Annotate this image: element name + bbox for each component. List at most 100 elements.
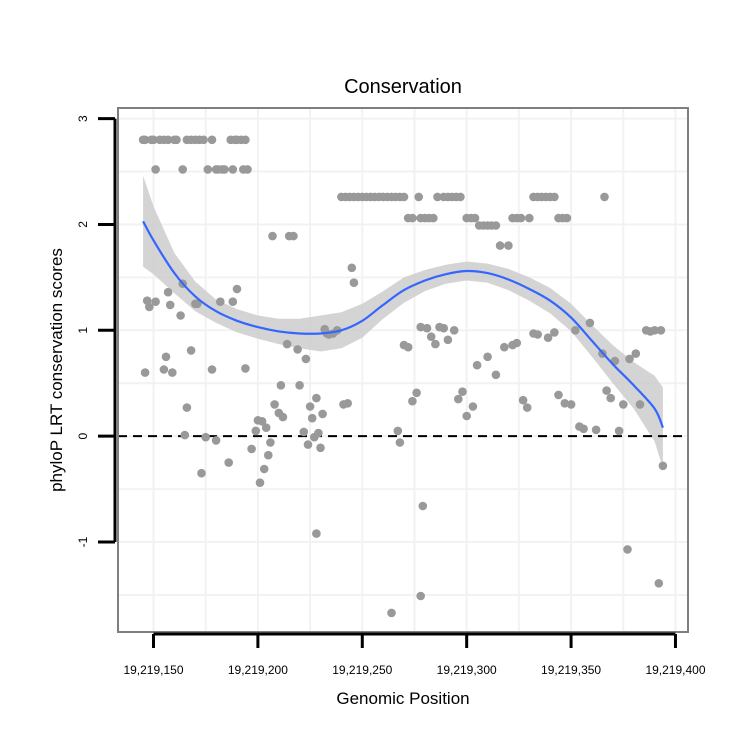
data-point <box>412 388 421 398</box>
data-point <box>261 423 271 433</box>
data-point <box>168 368 177 377</box>
data-point <box>658 461 668 471</box>
data-points <box>138 135 668 618</box>
data-point <box>316 443 325 453</box>
data-point <box>393 426 403 436</box>
data-point <box>470 213 480 223</box>
data-point <box>247 444 256 454</box>
data-point <box>276 381 286 390</box>
data-point <box>625 354 634 364</box>
y-tick-label: 2 <box>76 221 90 228</box>
data-point <box>228 165 238 174</box>
data-point <box>571 326 580 335</box>
data-point <box>495 241 505 250</box>
x-tick-label: 19,219,200 <box>228 663 288 677</box>
data-point <box>522 403 532 412</box>
data-point <box>422 323 432 333</box>
data-point <box>600 192 609 202</box>
data-point <box>216 297 225 307</box>
x-tick-label: 19,219,400 <box>645 663 705 677</box>
data-point <box>387 608 396 618</box>
data-point <box>140 368 150 377</box>
x-tick-label: 19,219,250 <box>332 663 392 677</box>
data-point <box>228 297 238 307</box>
data-point <box>305 402 315 411</box>
data-point <box>654 579 664 588</box>
data-point <box>163 135 173 145</box>
data-point <box>602 386 611 395</box>
data-point <box>224 458 233 467</box>
data-point <box>264 450 273 460</box>
data-point <box>414 192 424 202</box>
data-point <box>149 135 158 145</box>
data-point <box>255 478 265 488</box>
data-point <box>295 381 304 390</box>
data-point <box>161 352 171 362</box>
data-point <box>650 326 659 335</box>
data-point <box>550 328 559 337</box>
data-point <box>525 213 534 223</box>
data-point <box>307 413 317 423</box>
data-point <box>399 192 409 202</box>
data-point <box>456 192 465 202</box>
x-tick-label: 19,219,300 <box>437 663 497 677</box>
data-point <box>282 339 292 349</box>
data-point <box>418 501 428 511</box>
data-point <box>491 221 501 230</box>
data-point <box>504 241 513 250</box>
data-point <box>468 402 478 411</box>
data-point <box>443 335 453 345</box>
data-point <box>259 464 269 474</box>
data-point <box>207 365 217 374</box>
data-point <box>203 165 213 174</box>
data-point <box>145 302 154 312</box>
data-point <box>193 299 202 309</box>
data-point <box>433 192 442 202</box>
data-point <box>631 349 641 358</box>
data-point <box>159 365 169 374</box>
data-point <box>347 263 357 273</box>
data-point <box>408 396 417 406</box>
data-point <box>176 311 185 320</box>
data-point <box>408 213 417 223</box>
data-point <box>318 409 327 419</box>
data-point <box>349 278 359 288</box>
data-point <box>270 400 279 409</box>
y-tick-label: 1 <box>76 327 90 334</box>
data-point <box>566 400 576 409</box>
data-point <box>579 424 588 434</box>
data-point <box>140 135 150 145</box>
data-point <box>299 427 309 437</box>
chart-title: Conservation <box>344 76 462 98</box>
confidence-ribbon <box>143 175 663 468</box>
data-point <box>182 403 192 412</box>
confidence-ribbon-layer <box>143 175 663 468</box>
data-point <box>403 342 413 352</box>
data-point <box>518 395 528 405</box>
data-point <box>301 354 311 364</box>
data-point <box>178 165 187 174</box>
data-point <box>462 411 472 421</box>
data-point <box>591 425 601 435</box>
data-point <box>449 326 459 335</box>
data-point <box>454 394 463 404</box>
smooth-line-layer <box>142 220 664 429</box>
data-point <box>550 192 559 202</box>
data-point <box>211 436 221 445</box>
data-point <box>151 297 160 307</box>
data-point <box>293 345 302 354</box>
data-point <box>429 213 438 223</box>
data-point <box>201 432 210 442</box>
x-tick-label: 19,219,150 <box>123 663 183 677</box>
data-point <box>312 393 321 403</box>
data-point <box>266 438 275 447</box>
data-point <box>303 440 313 449</box>
data-point <box>585 318 595 328</box>
data-point <box>197 468 206 478</box>
data-point <box>278 412 288 422</box>
data-point <box>207 135 217 145</box>
data-point <box>606 393 615 403</box>
data-point <box>554 390 563 400</box>
y-axis-title: phyloP LRT conservation scores <box>47 248 66 492</box>
data-point <box>426 332 436 342</box>
